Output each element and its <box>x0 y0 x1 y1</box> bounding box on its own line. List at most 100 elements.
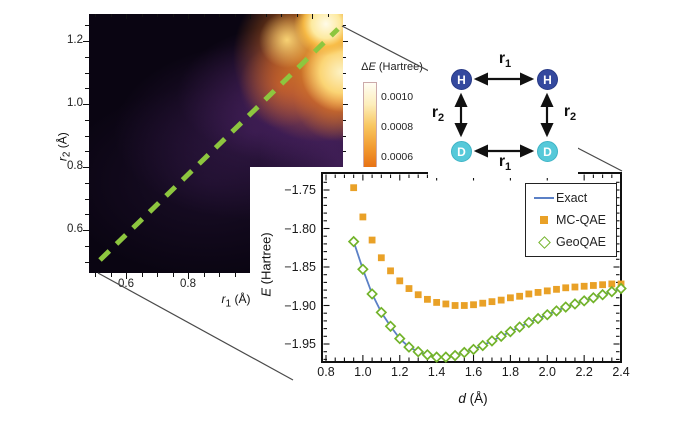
series-geoqae-point <box>504 325 517 338</box>
series-geoqae-point <box>495 330 507 343</box>
series-mcqae-point <box>516 292 524 300</box>
atom-h: H <box>451 69 472 90</box>
colorbar-gradient <box>363 82 377 170</box>
series-mcqae-point <box>405 285 413 292</box>
series-mcqae-point <box>497 296 505 304</box>
series-geoqae-point <box>541 308 554 321</box>
atom-d: D <box>537 141 558 162</box>
axis-tick <box>343 56 346 58</box>
series-mcqae-point <box>608 280 616 288</box>
series-mcqae-point <box>433 299 441 306</box>
atom-d: D <box>451 141 472 162</box>
exact-line-marker <box>532 197 556 199</box>
series-mcqae-point <box>553 285 560 293</box>
axis-tick <box>343 88 346 90</box>
series-mcqae-point <box>589 282 597 289</box>
series-mcqae-point <box>368 236 376 244</box>
series-mcqae-point <box>470 301 477 309</box>
energy-plot <box>321 172 627 363</box>
series-geoqae-point <box>596 288 609 301</box>
series-mcqae-point <box>442 300 450 308</box>
axis-tick <box>343 104 348 105</box>
series-geoqae-point <box>532 312 544 325</box>
series-geoqae-point <box>486 335 498 347</box>
molecule-diagram: H H D D r1 r1 r2 r2 <box>428 36 578 178</box>
series-mcqae-point <box>396 277 404 285</box>
series-geoqae-point <box>458 346 471 359</box>
legend-row-exact: Exact <box>532 188 610 208</box>
r1-label-top: r1 <box>498 50 512 71</box>
square-marker <box>532 216 556 224</box>
series-geoqae-point <box>476 339 489 352</box>
axis-tick <box>343 151 346 153</box>
series-mcqae-point <box>507 294 514 302</box>
series-geoqae-point <box>421 348 434 361</box>
heatmap-ytick-label: 1.0 <box>67 97 83 109</box>
series-geoqae-point <box>412 345 425 358</box>
series-mcqae-point <box>377 254 385 262</box>
series-geoqae-point <box>523 316 535 329</box>
legend-row-mcqae: MC-QAE <box>532 210 610 230</box>
r2-label-right: r2 <box>563 103 577 124</box>
series-mcqae-point <box>562 284 570 292</box>
series-mcqae-point <box>580 282 588 290</box>
series-geoqae-point <box>587 291 600 304</box>
series-mcqae-point <box>488 298 496 306</box>
legend-label: GeoQAE <box>556 235 607 249</box>
axis-tick <box>172 273 174 277</box>
heatmap-ylabel: r2 (Å) <box>55 132 73 162</box>
series-geoqae-point <box>615 282 627 295</box>
series-geoqae-point <box>430 351 443 363</box>
heatmap-ytick-label: 0.8 <box>67 160 83 172</box>
series-mcqae-point <box>571 283 579 291</box>
axis-tick <box>95 273 96 277</box>
axis-tick <box>110 273 112 277</box>
axis-tick <box>141 273 143 277</box>
heatmap-xtick-label: 0.6 <box>118 278 134 290</box>
legend: Exact MC-QAE GeoQAE <box>525 183 617 257</box>
series-mcqae-point <box>460 302 468 309</box>
series-mcqae-point <box>525 290 533 298</box>
series-mcqae-point <box>414 291 422 299</box>
series-mcqae-point <box>479 299 487 307</box>
axis-tick <box>343 25 346 27</box>
series-geoqae-point <box>347 235 360 248</box>
axis-tick <box>219 273 220 277</box>
series-geoqae-point <box>449 349 461 362</box>
legend-label: Exact <box>556 191 588 205</box>
legend-row-geoqae: GeoQAE <box>532 232 610 252</box>
r2-label-left: r2 <box>431 104 445 125</box>
series-geoqae-point <box>440 351 452 363</box>
axis-tick <box>343 119 346 121</box>
series-geoqae-point <box>366 288 378 300</box>
heatmap-diagonal-overlay <box>98 27 340 262</box>
series-mcqae-point <box>534 289 542 296</box>
series-geoqae-point <box>569 298 581 310</box>
diagonal-dashed-line <box>98 27 340 262</box>
axis-tick <box>188 273 189 279</box>
series-geoqae-point <box>513 321 526 333</box>
series-mcqae-point <box>359 213 367 221</box>
axis-tick <box>157 273 158 277</box>
axis-tick <box>343 72 346 74</box>
energy-plot-panel: E (Hartree) d (Å) Exact MC-QAE GeoQAE 0.… <box>250 167 700 426</box>
series-geoqae-point <box>403 341 415 353</box>
colorbar-tick-label: 0.0006 <box>381 151 414 163</box>
heatmap-ytick-label: 0.6 <box>67 223 83 235</box>
axis-tick <box>203 273 205 277</box>
series-geoqae-point <box>384 320 397 333</box>
series-mcqae-point <box>350 184 358 192</box>
colorbar-title: ΔE (Hartree) <box>361 61 423 73</box>
axis-tick <box>234 273 236 277</box>
axis-tick <box>126 273 127 279</box>
diamond-marker <box>532 235 556 249</box>
heatmap-ytick-label: 1.2 <box>67 34 83 46</box>
colorbar-tick-label: 0.0008 <box>381 121 414 133</box>
heatmap-xtick-label: 0.8 <box>180 278 196 290</box>
series-geoqae-point <box>606 285 618 298</box>
series-mcqae-point <box>543 287 551 295</box>
legend-label: MC-QAE <box>556 213 606 227</box>
series-geoqae-point <box>357 263 369 276</box>
series-geoqae-point <box>578 295 590 307</box>
